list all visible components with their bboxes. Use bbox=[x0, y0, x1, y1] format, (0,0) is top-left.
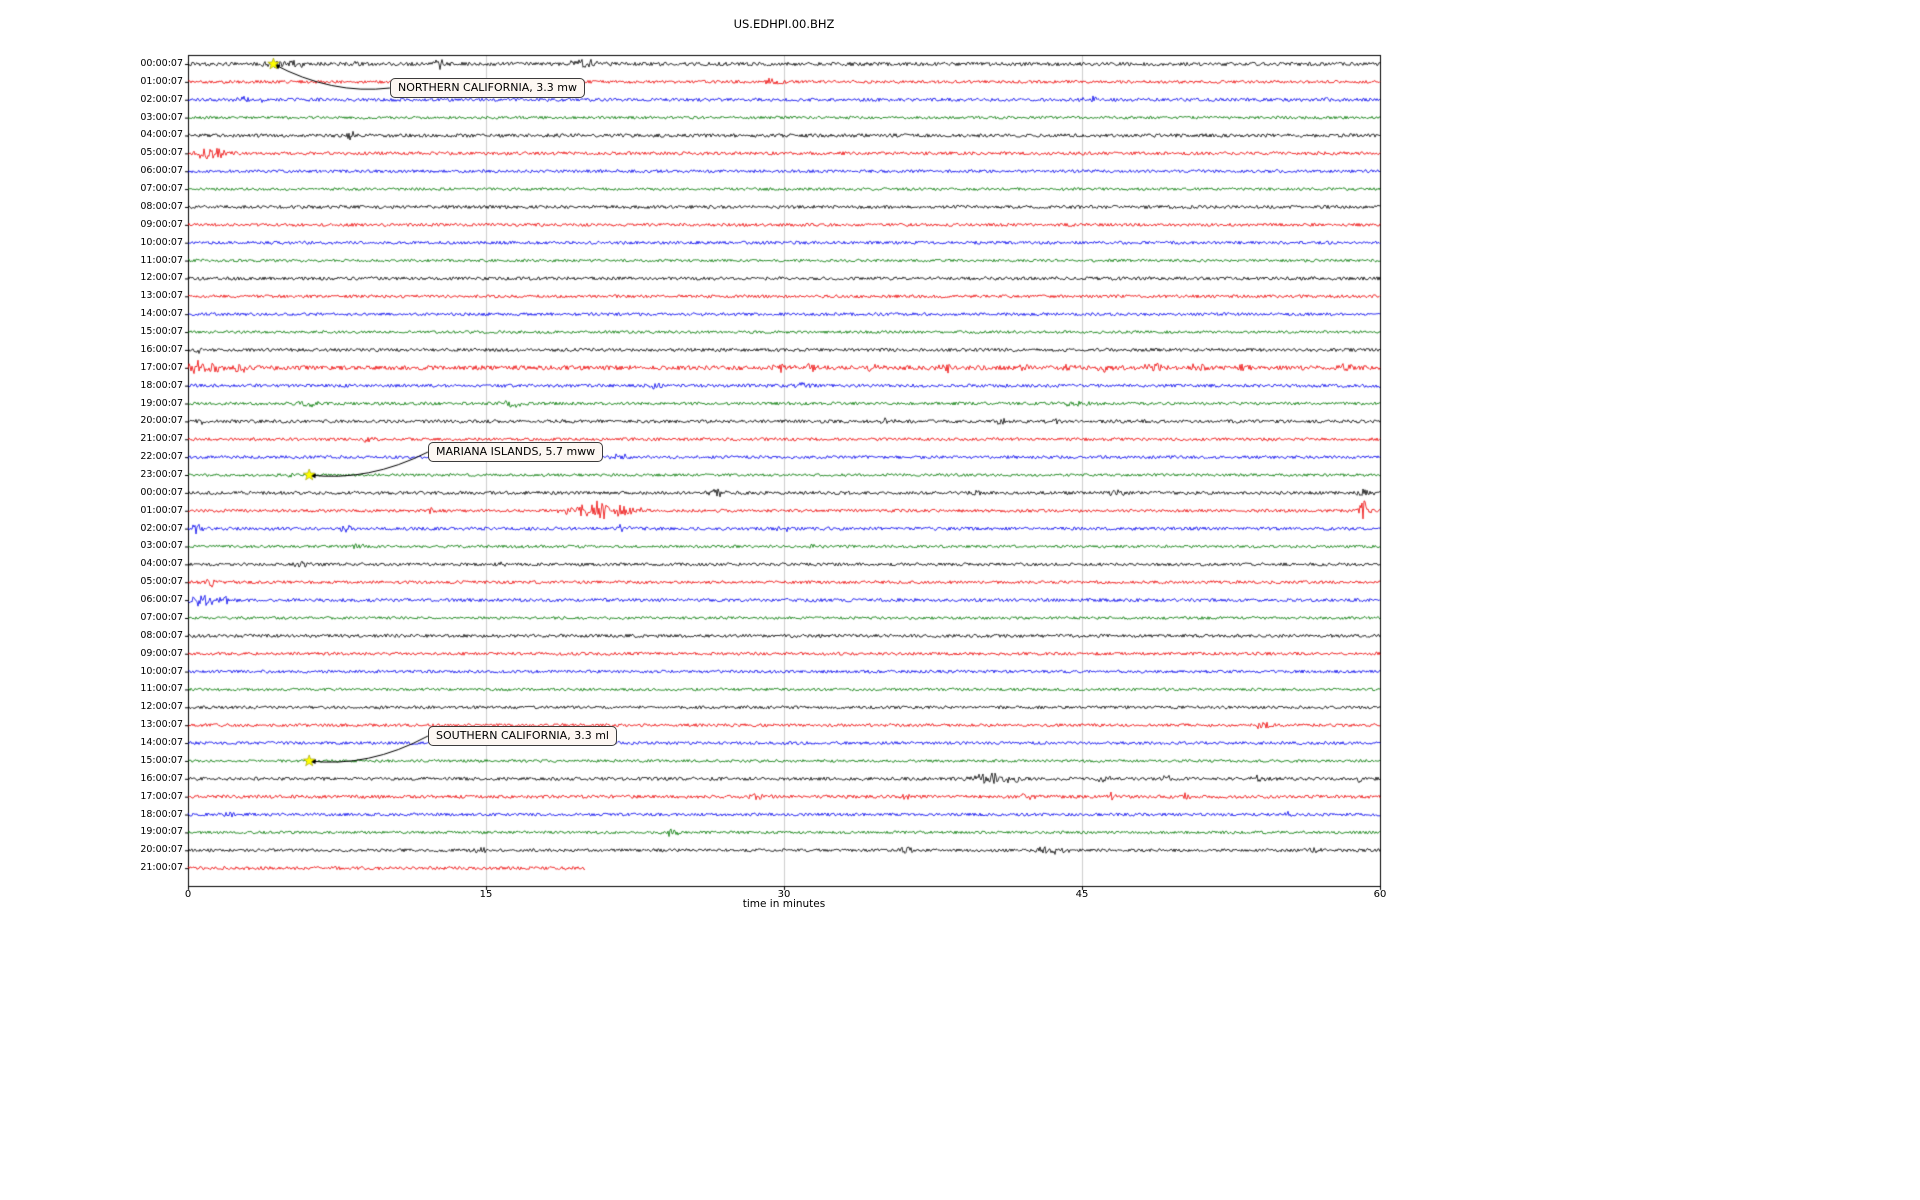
x-axis-label: time in minutes bbox=[742, 898, 826, 910]
x-tick-label: 15 bbox=[479, 889, 493, 900]
row-label: 04:00:07 bbox=[140, 129, 183, 141]
x-tick-label: 60 bbox=[1373, 889, 1387, 900]
row-label: 03:00:07 bbox=[140, 111, 183, 123]
row-label: 02:00:07 bbox=[140, 522, 183, 534]
row-label: 07:00:07 bbox=[140, 183, 183, 195]
row-label: 01:00:07 bbox=[140, 504, 183, 516]
x-tick-label: 30 bbox=[777, 889, 791, 900]
row-label: 20:00:07 bbox=[140, 844, 183, 856]
row-label: 13:00:07 bbox=[140, 290, 183, 302]
row-label: 05:00:07 bbox=[140, 576, 183, 588]
event-annotation: SOUTHERN CALIFORNIA, 3.3 ml bbox=[428, 726, 617, 746]
row-label: 07:00:07 bbox=[140, 611, 183, 623]
row-label: 06:00:07 bbox=[140, 165, 183, 177]
row-label: 22:00:07 bbox=[140, 451, 183, 463]
row-label: 14:00:07 bbox=[140, 308, 183, 320]
row-label: 21:00:07 bbox=[140, 433, 183, 445]
row-label: 12:00:07 bbox=[140, 272, 183, 284]
row-label: 04:00:07 bbox=[140, 558, 183, 570]
row-label: 01:00:07 bbox=[140, 75, 183, 87]
row-label: 18:00:07 bbox=[140, 808, 183, 820]
row-label: 08:00:07 bbox=[140, 629, 183, 641]
chart-title: US.EDHPI.00.BHZ bbox=[733, 17, 835, 31]
row-label: 16:00:07 bbox=[140, 343, 183, 355]
row-label: 10:00:07 bbox=[140, 665, 183, 677]
row-label: 12:00:07 bbox=[140, 701, 183, 713]
row-label: 08:00:07 bbox=[140, 200, 183, 212]
row-label: 21:00:07 bbox=[140, 862, 183, 874]
row-label: 17:00:07 bbox=[140, 361, 183, 373]
row-label: 15:00:07 bbox=[140, 326, 183, 338]
row-label: 15:00:07 bbox=[140, 754, 183, 766]
row-label: 05:00:07 bbox=[140, 147, 183, 159]
row-label: 13:00:07 bbox=[140, 719, 183, 731]
row-label: 10:00:07 bbox=[140, 236, 183, 248]
row-label: 09:00:07 bbox=[140, 647, 183, 659]
row-label: 19:00:07 bbox=[140, 826, 183, 838]
x-tick-label: 45 bbox=[1075, 889, 1089, 900]
row-label: 02:00:07 bbox=[140, 93, 183, 105]
row-label: 23:00:07 bbox=[140, 469, 183, 480]
row-label: 18:00:07 bbox=[140, 379, 183, 391]
row-label: 16:00:07 bbox=[140, 772, 183, 784]
row-label: 19:00:07 bbox=[140, 397, 183, 409]
row-label: 14:00:07 bbox=[140, 737, 183, 749]
row-label: 00:00:07 bbox=[140, 58, 183, 69]
row-label: 06:00:07 bbox=[140, 594, 183, 606]
row-label: 17:00:07 bbox=[140, 790, 183, 802]
event-annotation: MARIANA ISLANDS, 5.7 mww bbox=[428, 442, 604, 462]
event-annotation: NORTHERN CALIFORNIA, 3.3 mw bbox=[390, 78, 585, 98]
row-label: 11:00:07 bbox=[140, 683, 183, 695]
row-label: 03:00:07 bbox=[140, 540, 183, 552]
row-label: 20:00:07 bbox=[140, 415, 183, 427]
x-tick-label: 0 bbox=[184, 889, 192, 900]
row-label: 11:00:07 bbox=[140, 254, 183, 266]
row-label: 09:00:07 bbox=[140, 218, 183, 230]
row-label: 00:00:07 bbox=[140, 486, 183, 498]
